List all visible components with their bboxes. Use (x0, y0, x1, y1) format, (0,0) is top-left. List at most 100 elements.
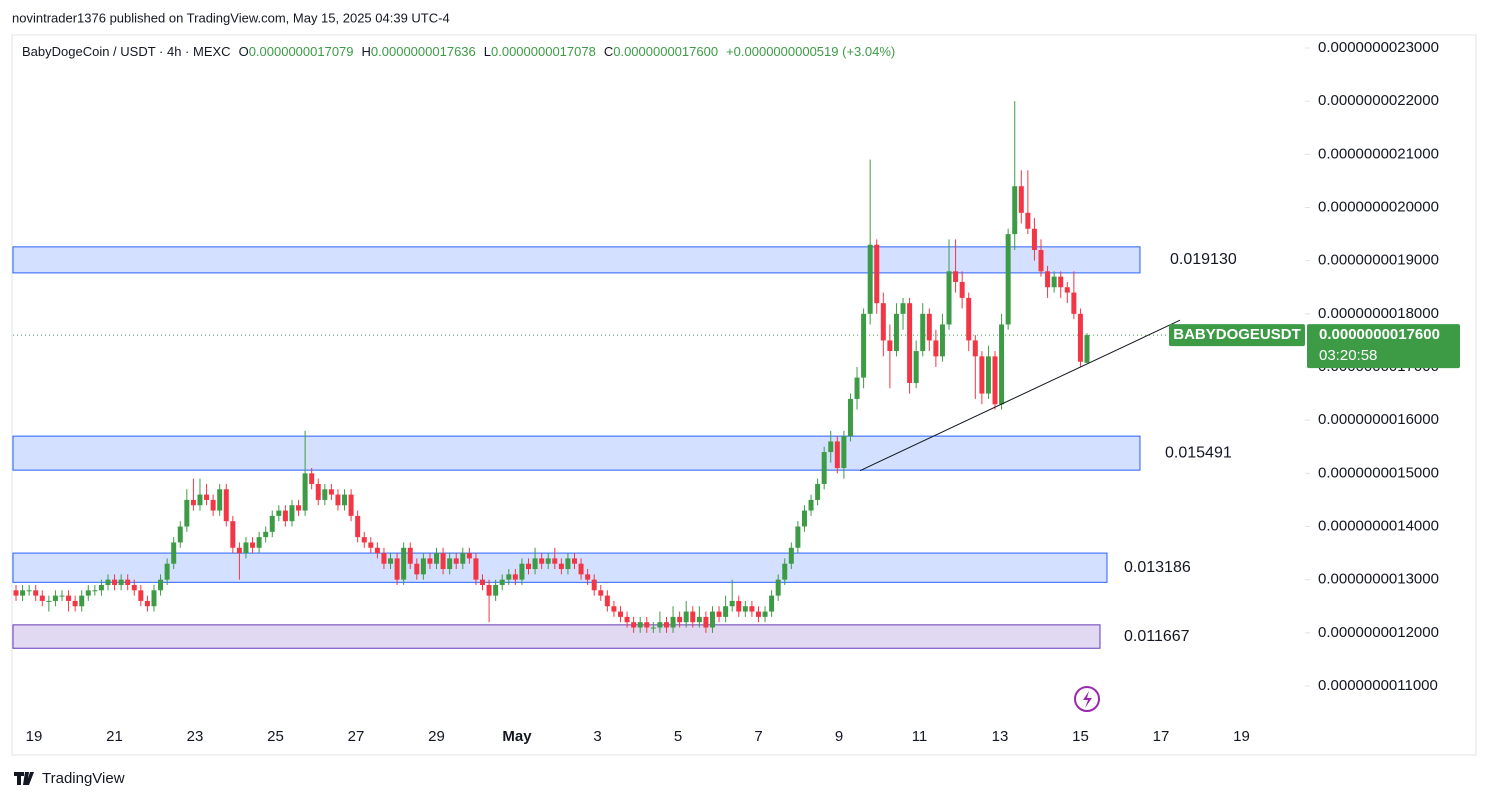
candle-body (637, 622, 643, 628)
candle-body (328, 489, 334, 495)
y-tick-label: 0.0000000015000 (1318, 464, 1439, 481)
candle-body (466, 553, 472, 559)
candle-body (171, 542, 177, 564)
candle-body (39, 595, 45, 601)
legend-item: C (604, 44, 613, 59)
candle-body (223, 489, 229, 522)
candle-body (847, 398, 853, 437)
candle-body (1005, 234, 1011, 325)
brand-name: TradingView (42, 770, 125, 787)
x-tick-label: 9 (835, 728, 843, 745)
y-tick-label: 0.0000000012000 (1318, 624, 1439, 641)
candle-body (999, 324, 1005, 405)
candle-body (959, 281, 965, 298)
candle-body (453, 558, 459, 564)
candle-body (125, 579, 131, 585)
candle-body (749, 606, 755, 612)
candle-body (828, 441, 834, 453)
candle-body (887, 340, 893, 352)
candle-body (703, 616, 709, 628)
legend: BabyDogeCoin / USDT · 4h · MEXC O 0.000000… (22, 44, 895, 59)
candle-body (401, 547, 407, 580)
x-tick-label: 19 (26, 728, 43, 745)
candle-body (440, 553, 446, 570)
candle-body (598, 590, 604, 596)
candle-body (499, 579, 505, 585)
candle-body (657, 622, 663, 628)
candle-body (20, 590, 26, 596)
candle-body (539, 558, 545, 564)
candle-body (177, 526, 183, 543)
legend-item: +0.0000000000519 (+3.04%) (726, 44, 895, 59)
candle-body (611, 606, 617, 612)
x-tick-label: 25 (267, 728, 284, 745)
zone (12, 435, 1141, 471)
brand-logo (14, 772, 34, 785)
candle-body (263, 531, 269, 538)
candle-body (723, 606, 729, 617)
legend-item: BabyDogeCoin / USDT · 4h · MEXC (22, 44, 231, 59)
publisher-line: novintrader1376 published on TradingView… (12, 10, 450, 25)
y-tick-label: 0.0000000022000 (1318, 92, 1439, 109)
candle-body (526, 563, 532, 570)
x-tick-label: 5 (674, 728, 682, 745)
candle-body (893, 313, 899, 352)
candle-body (729, 600, 735, 607)
candle-body (795, 526, 801, 548)
candle-body (112, 579, 118, 585)
candle-body (874, 244, 880, 304)
candle-body (361, 537, 367, 543)
candle-body (709, 611, 715, 628)
y-tick-label: 0.0000000021000 (1318, 145, 1439, 162)
candle-body (118, 579, 124, 585)
candle-body (926, 313, 932, 341)
candle-body (815, 483, 821, 500)
zone-label: 0.019130 (1170, 251, 1237, 268)
y-tick-label: 0.0000000016000 (1318, 411, 1439, 428)
x-tick-label: 13 (992, 728, 1009, 745)
candle-body (775, 579, 781, 596)
candle-body (131, 584, 137, 591)
candle-body (979, 356, 985, 394)
legend-item: 0.0000000017078 (491, 44, 596, 59)
candle-body (434, 553, 440, 564)
candle-body (282, 510, 288, 522)
legend-item: H (362, 44, 371, 59)
candle-body (1077, 313, 1083, 362)
candle-body (1071, 292, 1077, 314)
candle-body (151, 590, 157, 607)
candle-body (663, 622, 669, 628)
ohlc-legend: BabyDogeCoin / USDT · 4h · MEXC O 0.000000… (22, 44, 895, 59)
candle-body (52, 595, 58, 601)
candle-body (210, 499, 216, 511)
x-tick-label: 11 (912, 728, 928, 745)
candle-body (670, 616, 676, 628)
y-tick-label: 0.0000000014000 (1318, 517, 1439, 534)
candle-body (755, 611, 761, 617)
x-tick-label: 21 (106, 728, 123, 745)
x-tick-label: 23 (187, 728, 204, 745)
candle-body (953, 271, 959, 282)
x-tick-label: 19 (1233, 728, 1250, 745)
candle-body (867, 244, 873, 314)
candle-body (414, 563, 420, 575)
candle-body (841, 436, 847, 469)
candle-body (972, 340, 978, 357)
legend-item: O (239, 44, 249, 59)
alert-bolt (1083, 691, 1092, 708)
candle-body (138, 590, 144, 601)
candle-body (1045, 271, 1051, 288)
candle-body (302, 473, 308, 511)
candle-body (1025, 212, 1031, 229)
candle-body (1058, 276, 1064, 288)
candle-body (907, 303, 913, 383)
candle-body (683, 611, 689, 623)
candle-body (184, 499, 190, 527)
x-tick-label: May (502, 728, 532, 745)
candle-body (59, 595, 65, 597)
candle-body (808, 499, 814, 511)
candle-body (420, 558, 426, 575)
candle-body (552, 558, 558, 564)
candle-body (769, 595, 775, 612)
